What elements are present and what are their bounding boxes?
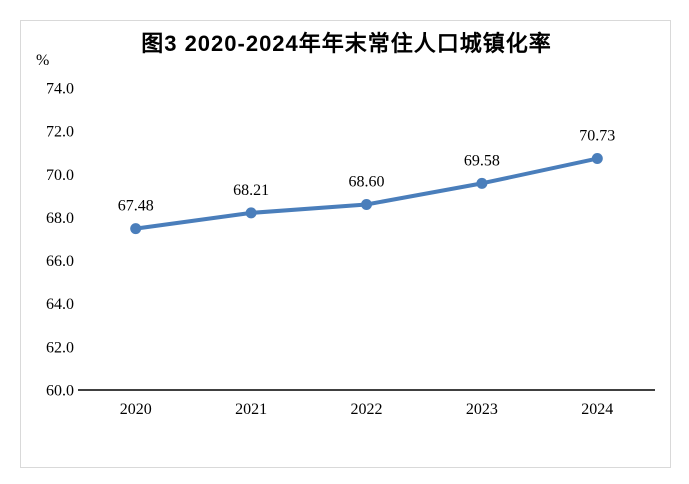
chart-title: 图3 2020-2024年年末常住人口城镇化率: [141, 31, 552, 56]
x-axis-tick-label: 2020: [120, 401, 152, 418]
data-line: [133, 156, 600, 231]
x-axis-tick-label: 2023: [466, 401, 498, 418]
y-axis-unit-label: %: [36, 52, 50, 69]
y-axis-tick-label: 70.0: [46, 167, 74, 184]
y-axis-tick-label: 74.0: [46, 81, 74, 98]
x-axis-tick-label: 2022: [351, 401, 383, 418]
data-point-label: 68.60: [349, 173, 385, 190]
data-point-marker: [245, 207, 257, 219]
y-axis-tick-label: 68.0: [46, 210, 74, 227]
y-axis-tick-label: 64.0: [46, 296, 74, 313]
y-axis-tick-label: 60.0: [46, 383, 74, 400]
data-point-marker: [476, 177, 488, 189]
data-point-label: 67.48: [118, 198, 154, 215]
y-axis-tick-label: 66.0: [46, 253, 74, 270]
data-point-marker: [130, 223, 142, 235]
data-point-label: 69.58: [464, 152, 500, 169]
y-axis-tick-label: 62.0: [46, 339, 74, 356]
x-axis-tick-label: 2024: [581, 401, 613, 418]
data-point-label: 70.73: [579, 128, 615, 145]
chart-frame: [20, 20, 671, 468]
x-axis-tick-label: 2021: [235, 401, 267, 418]
data-point-marker: [361, 198, 372, 210]
y-axis-tick-label: 72.0: [46, 124, 74, 141]
data-point-label: 68.21: [233, 182, 269, 199]
data-point-marker: [591, 153, 603, 165]
